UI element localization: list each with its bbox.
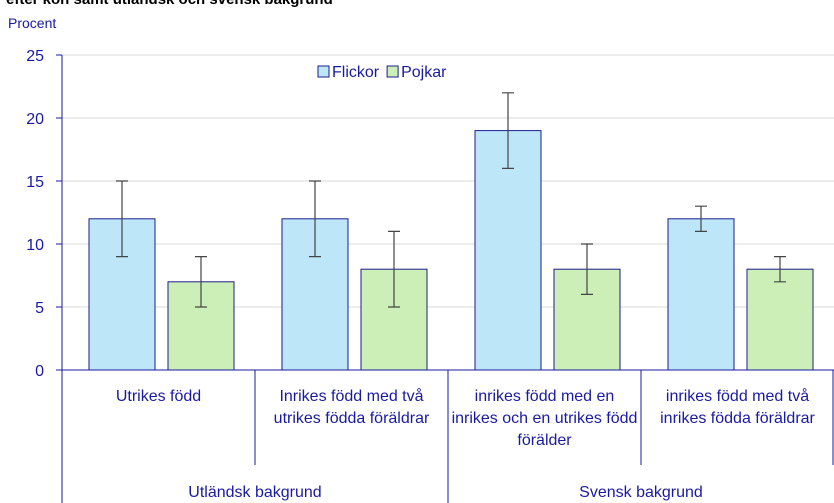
error-bar <box>695 205 707 232</box>
x-tick-label: inrikes född med en inrikes och en utrik… <box>451 388 638 449</box>
group-label: Svensk bakgrund <box>579 484 703 501</box>
y-tick-label: 10 <box>26 237 44 254</box>
y-tick-label: 5 <box>35 300 44 317</box>
error-bar <box>502 92 514 169</box>
error-bar <box>309 180 321 258</box>
y-axis-label: Procent <box>8 15 56 31</box>
y-tick-label: 20 <box>26 111 44 128</box>
x-tick-label: inrikes född med två inrikes födda föräl… <box>660 388 815 427</box>
legend-label: Pojkar <box>401 64 447 81</box>
y-tick-label: 25 <box>26 48 44 65</box>
error-bar <box>581 243 593 295</box>
error-bar <box>116 180 128 258</box>
y-tick-label: 0 <box>35 363 44 380</box>
error-bar <box>774 256 786 283</box>
chart-title: efter kön samt utländsk och svensk bakgr… <box>6 0 333 8</box>
y-tick-label: 15 <box>26 174 44 191</box>
legend-swatch <box>317 65 330 78</box>
bar <box>667 218 735 371</box>
error-bar <box>388 230 400 308</box>
error-bar <box>195 256 207 308</box>
group-label: Utländsk bakgrund <box>188 484 322 501</box>
x-tick-label: Inrikes född med två utrikes födda föräl… <box>273 388 430 427</box>
bar <box>746 268 814 371</box>
legend-label: Flickor <box>332 64 380 81</box>
legend-swatch <box>386 65 399 78</box>
x-tick-label: Utrikes född <box>115 388 202 405</box>
